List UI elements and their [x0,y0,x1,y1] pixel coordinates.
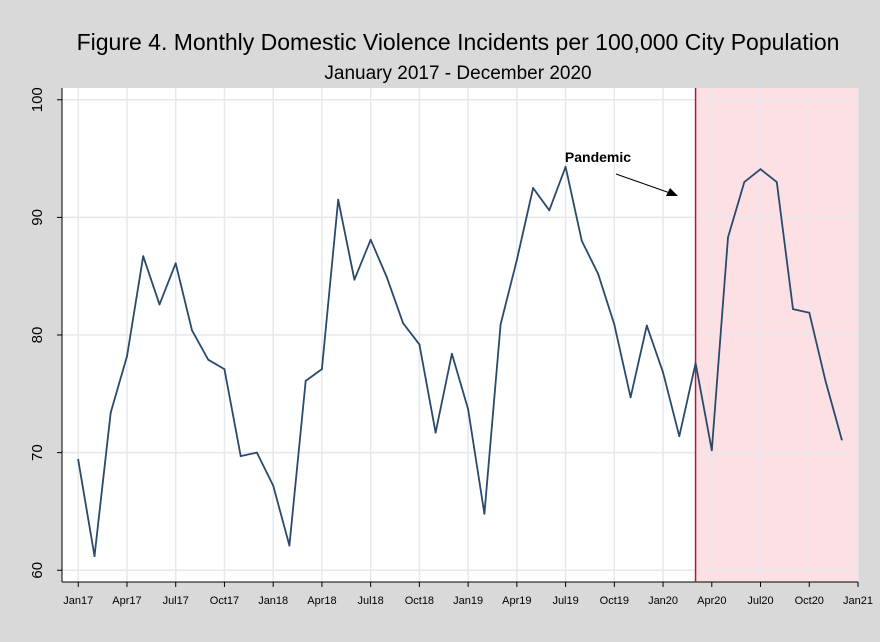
y-tick-label: 100 [29,87,46,112]
x-tick-label: Jul20 [747,595,773,607]
y-tick-label: 90 [29,209,46,226]
x-tick-label: Jan21 [843,595,873,607]
y-tick-label: 60 [29,562,46,579]
data-point [272,484,275,487]
data-point [174,262,177,265]
data-point [662,371,664,374]
data-point [418,343,421,346]
x-tick-label: Oct20 [795,595,824,607]
x-tick-label: Apr20 [697,595,726,607]
data-point [564,165,567,168]
data-point [337,198,340,201]
data-point [385,276,388,279]
series-line [77,165,843,557]
data-point [678,435,681,438]
data-point [824,379,827,382]
chart-subtitle: January 2017 - December 2020 [324,63,591,84]
data-point [548,209,551,212]
x-tick-label: Jan17 [63,595,93,607]
data-point [191,329,193,332]
data-point [207,358,210,361]
data-point [483,512,486,515]
x-tick-label: Apr19 [502,595,531,607]
pandemic-annotation: Pandemic [565,149,631,165]
data-point [499,323,502,326]
data-point [467,408,470,410]
y-tick-label: 80 [29,327,46,344]
data-point [710,449,713,452]
data-point [597,272,599,275]
data-point [629,396,632,399]
data-point [532,187,535,189]
data-point [142,255,145,258]
data-point [792,308,794,311]
data-point [743,181,746,183]
data-point [93,555,96,558]
x-tick-label: Jan20 [648,595,678,607]
pandemic-arrowhead [666,188,678,196]
data-point [239,455,242,458]
data-point [223,368,226,371]
x-tick-label: Oct18 [405,595,434,607]
x-tick-label: Jul19 [552,595,578,607]
axis-layer: 60 70 80 90 100 Jan17 Apr17 Jul17 Oct17 Jan18 Apr1… [29,87,873,607]
data-point [369,238,372,241]
data-point [321,368,323,371]
chart-title: Figure 4. Monthly Domestic Violence Inci… [77,29,840,55]
data-point [840,438,843,441]
data-point [158,303,161,306]
data-point [304,379,307,382]
data-point [515,258,518,261]
x-tick-label: Oct19 [600,595,629,607]
data-point [77,458,80,461]
data-point [808,311,811,314]
data-point [580,240,583,242]
data-point [288,544,291,547]
x-tick-label: Jan18 [258,595,288,607]
x-tick-label: Apr17 [112,595,141,607]
annotation-layer: Pandemic [565,149,678,196]
pandemic-arrow [615,173,671,194]
data-point [353,278,356,281]
data-point [402,322,405,325]
data-point [694,362,697,365]
x-tick-label: Jan19 [453,595,483,607]
x-tick-label: Oct17 [210,595,239,607]
data-point [256,451,258,454]
x-tick-label: Apr18 [307,595,336,607]
data-point [434,431,437,434]
data-point [109,411,112,414]
data-point [727,236,729,239]
y-tick-label: 70 [29,444,46,461]
data-point [613,323,616,326]
line-layer [77,88,843,582]
data-point [645,324,648,327]
data-point [775,181,778,183]
data-point [759,168,762,171]
x-tick-label: Jul18 [358,595,384,607]
x-tick-label: Jul17 [163,595,189,607]
data-point [450,352,453,355]
data-point [126,355,128,358]
